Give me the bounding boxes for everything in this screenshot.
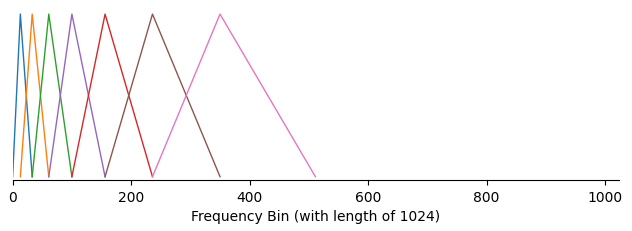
X-axis label: Frequency Bin (with length of 1024): Frequency Bin (with length of 1024)	[191, 209, 441, 223]
